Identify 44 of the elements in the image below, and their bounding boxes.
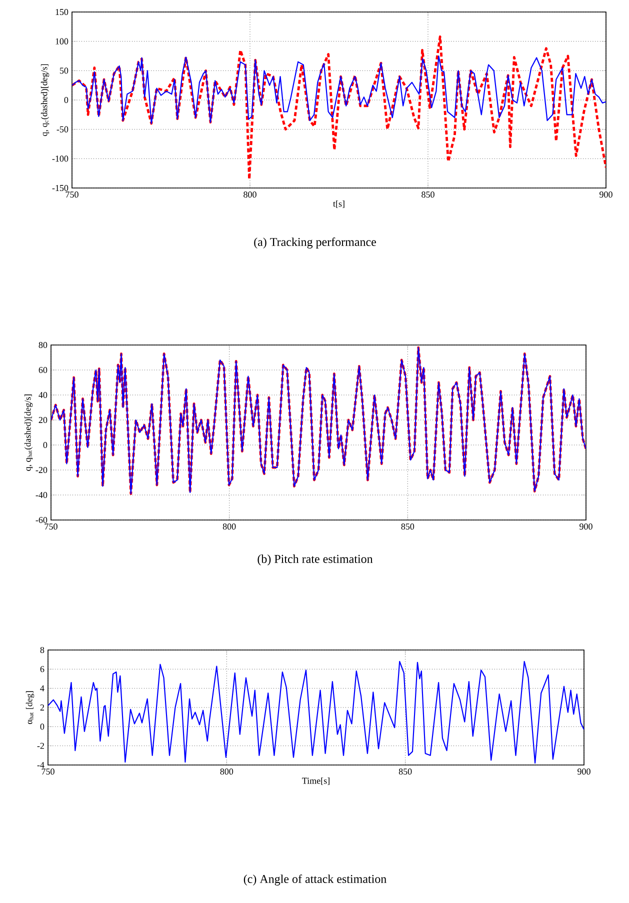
y-tick-label: -4 <box>37 762 44 768</box>
x-tick-label: 750 <box>42 768 54 775</box>
x-tick-label: 850 <box>398 768 412 775</box>
y-tick-label: -150 <box>52 184 68 192</box>
x-tick-label: 800 <box>220 768 234 775</box>
y-tick-label: -40 <box>36 492 48 498</box>
y-tick-label: 20 <box>38 416 48 424</box>
text: (a) Tracking performance <box>254 237 376 249</box>
y-tick-label: -2 <box>37 742 44 749</box>
x-tick-label: 750 <box>66 192 78 198</box>
y-axis-title: q, q$_{hat}$(dashed)[deg/s] <box>24 394 33 471</box>
y-tick-label: 40 <box>38 392 48 398</box>
y-tick-label: 2 <box>40 704 44 710</box>
line-series <box>72 35 606 180</box>
y-tick-label: -20 <box>36 466 48 474</box>
x-tick-label: 800 <box>222 524 236 530</box>
y-tick-label: -100 <box>52 156 68 162</box>
y-tick-label: 60 <box>38 366 48 374</box>
x-axis-title: Time[s] <box>302 777 330 785</box>
x-tick-label: 850 <box>401 524 414 530</box>
y-tick-label: -60 <box>36 516 48 524</box>
y-tick-label: 0 <box>43 442 48 448</box>
x-axis-title: t[s] <box>333 200 344 208</box>
y-tick-label: -50 <box>56 126 68 132</box>
y-axis-title: α$_{hat}$ [deg] <box>26 691 34 724</box>
x-tick-label: 850 <box>422 192 434 198</box>
text: (b) Pitch rate estimation <box>258 554 373 566</box>
line-series <box>48 660 584 764</box>
x-tick-label: 750 <box>44 524 58 530</box>
y-axis-title: q, q$_{c}$(dashed)[deg/s] <box>40 64 50 136</box>
x-tick-label: 800 <box>244 192 256 198</box>
x-tick-label: 900 <box>578 768 590 775</box>
y-tick-label: 4 <box>40 685 44 692</box>
y-tick-label: 100 <box>56 38 68 44</box>
y-tick-label: 6 <box>40 666 44 672</box>
y-tick-label: 0 <box>64 96 68 104</box>
y-tick-label: 8 <box>40 646 44 654</box>
y-tick-label: 0 <box>40 724 44 730</box>
y-tick-label: 150 <box>56 8 68 16</box>
y-tick-label: 50 <box>60 68 68 74</box>
text: (c) Angle of attack estimation <box>244 874 386 886</box>
x-tick-label: 900 <box>580 524 592 530</box>
y-tick-label: 80 <box>38 342 48 348</box>
x-tick-label: 900 <box>600 192 612 198</box>
